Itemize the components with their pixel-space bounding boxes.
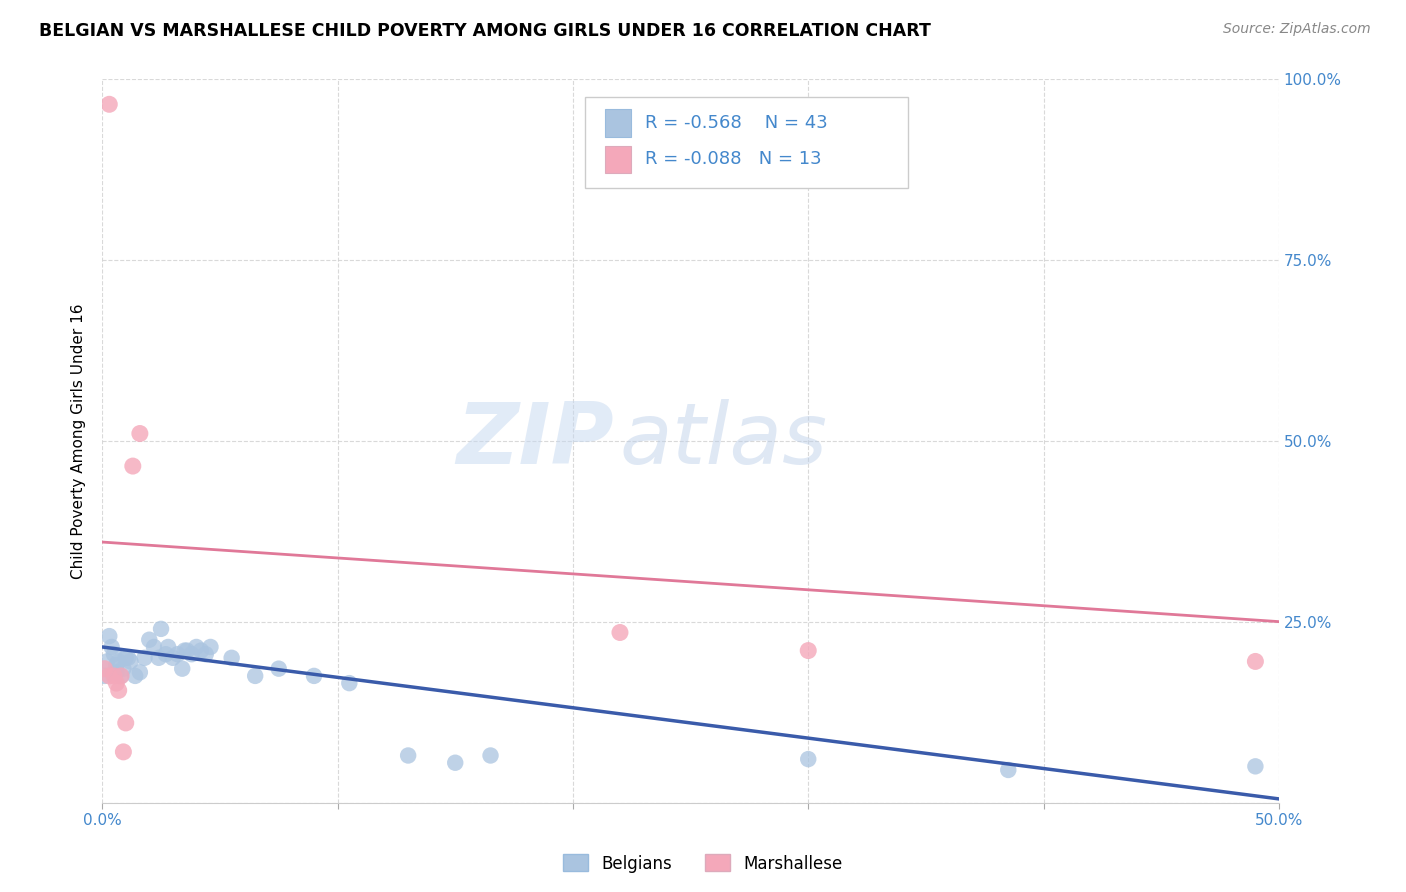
- Text: Source: ZipAtlas.com: Source: ZipAtlas.com: [1223, 22, 1371, 37]
- Point: [172, 662, 194, 676]
- Point: [221, 650, 243, 665]
- Point: [200, 640, 222, 654]
- Point: [150, 622, 173, 636]
- Point: [98, 629, 121, 643]
- Point: [105, 658, 128, 673]
- Point: [103, 669, 125, 683]
- Point: [96, 655, 118, 669]
- Point: [124, 669, 146, 683]
- Point: [121, 459, 143, 474]
- Point: [105, 665, 128, 680]
- Point: [337, 676, 360, 690]
- Point: [105, 676, 128, 690]
- Point: [1244, 655, 1267, 669]
- Point: [173, 643, 195, 657]
- Point: [997, 763, 1019, 777]
- Point: [194, 647, 217, 661]
- Point: [479, 748, 502, 763]
- Point: [120, 655, 142, 669]
- Point: [797, 752, 820, 766]
- Point: [444, 756, 467, 770]
- Point: [148, 650, 170, 665]
- Point: [138, 632, 160, 647]
- Point: [100, 640, 122, 654]
- Point: [797, 643, 820, 657]
- Point: [609, 625, 631, 640]
- Point: [114, 715, 136, 730]
- Point: [134, 650, 156, 665]
- Point: [157, 640, 180, 654]
- Point: [98, 97, 121, 112]
- Point: [112, 662, 135, 676]
- Point: [243, 669, 266, 683]
- Point: [110, 669, 132, 683]
- Y-axis label: Child Poverty Among Girls Under 16: Child Poverty Among Girls Under 16: [72, 303, 86, 579]
- Point: [267, 662, 290, 676]
- Text: R = -0.568    N = 43: R = -0.568 N = 43: [645, 114, 827, 132]
- Point: [180, 647, 202, 661]
- Text: BELGIAN VS MARSHALLESE CHILD POVERTY AMONG GIRLS UNDER 16 CORRELATION CHART: BELGIAN VS MARSHALLESE CHILD POVERTY AMO…: [39, 22, 931, 40]
- Point: [107, 683, 129, 698]
- Point: [143, 640, 166, 654]
- Point: [98, 669, 121, 683]
- Text: R = -0.088   N = 13: R = -0.088 N = 13: [645, 150, 821, 169]
- Point: [396, 748, 419, 763]
- Point: [112, 745, 135, 759]
- Point: [114, 650, 136, 665]
- FancyBboxPatch shape: [605, 145, 630, 173]
- Point: [110, 669, 132, 683]
- Point: [93, 662, 115, 676]
- FancyBboxPatch shape: [585, 97, 908, 187]
- Point: [186, 640, 208, 654]
- Point: [176, 643, 198, 657]
- Point: [1244, 759, 1267, 773]
- Point: [128, 426, 150, 441]
- Point: [93, 669, 115, 683]
- Point: [190, 643, 212, 657]
- Point: [117, 650, 139, 665]
- Text: atlas: atlas: [620, 400, 828, 483]
- Point: [107, 655, 129, 669]
- Point: [302, 669, 325, 683]
- FancyBboxPatch shape: [605, 110, 630, 136]
- Point: [166, 647, 188, 661]
- Point: [103, 647, 125, 661]
- Legend: Belgians, Marshallese: Belgians, Marshallese: [557, 847, 849, 880]
- Point: [128, 665, 150, 680]
- Point: [162, 650, 184, 665]
- Text: ZIP: ZIP: [457, 400, 614, 483]
- Point: [155, 647, 177, 661]
